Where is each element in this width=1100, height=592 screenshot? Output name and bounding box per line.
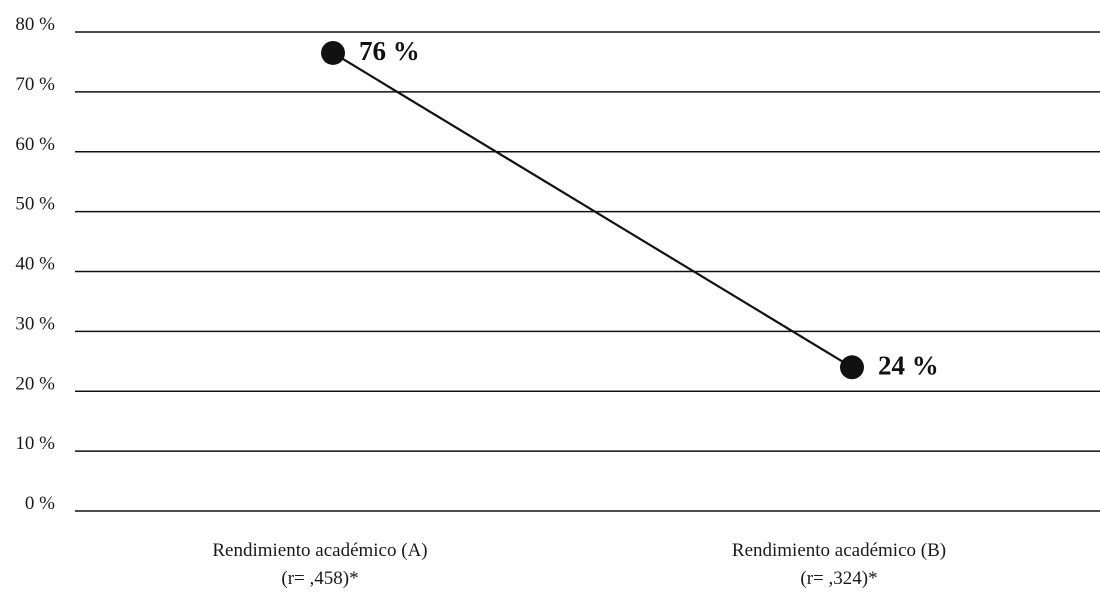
x-tick-label: Rendimiento académico (B) — [732, 540, 946, 561]
y-tick-label: 30 % — [15, 313, 55, 334]
series-line — [332, 52, 853, 369]
data-point-marker — [321, 40, 345, 65]
x-tick-sublabel: (r= ,458)* — [281, 568, 358, 589]
y-tick-label: 60 % — [15, 134, 55, 155]
y-axis-tick-labels: 0 % 10 % 20 % 30 % 40 % 50 % 60 % 70 % 80 % — [15, 14, 55, 514]
data-label: 76 % — [359, 36, 420, 66]
y-tick-label: 10 % — [15, 433, 55, 454]
y-tick-label: 0 % — [25, 493, 55, 514]
x-tick-label: Rendimiento académico (A) — [212, 540, 427, 561]
y-tick-label: 40 % — [15, 254, 55, 275]
data-label: 24 % — [878, 350, 939, 380]
x-tick-sublabel: (r= ,324)* — [800, 568, 877, 589]
data-point-marker — [840, 355, 864, 380]
y-tick-label: 80 % — [15, 14, 55, 35]
y-tick-label: 50 % — [15, 194, 55, 215]
x-axis-tick-labels: Rendimiento académico (A) (r= ,458)* Rendi… — [212, 540, 946, 589]
gridlines — [75, 31, 1100, 512]
y-tick-label: 70 % — [15, 74, 55, 95]
series: 76 % 24 % — [321, 36, 939, 380]
y-tick-label: 20 % — [15, 373, 55, 394]
